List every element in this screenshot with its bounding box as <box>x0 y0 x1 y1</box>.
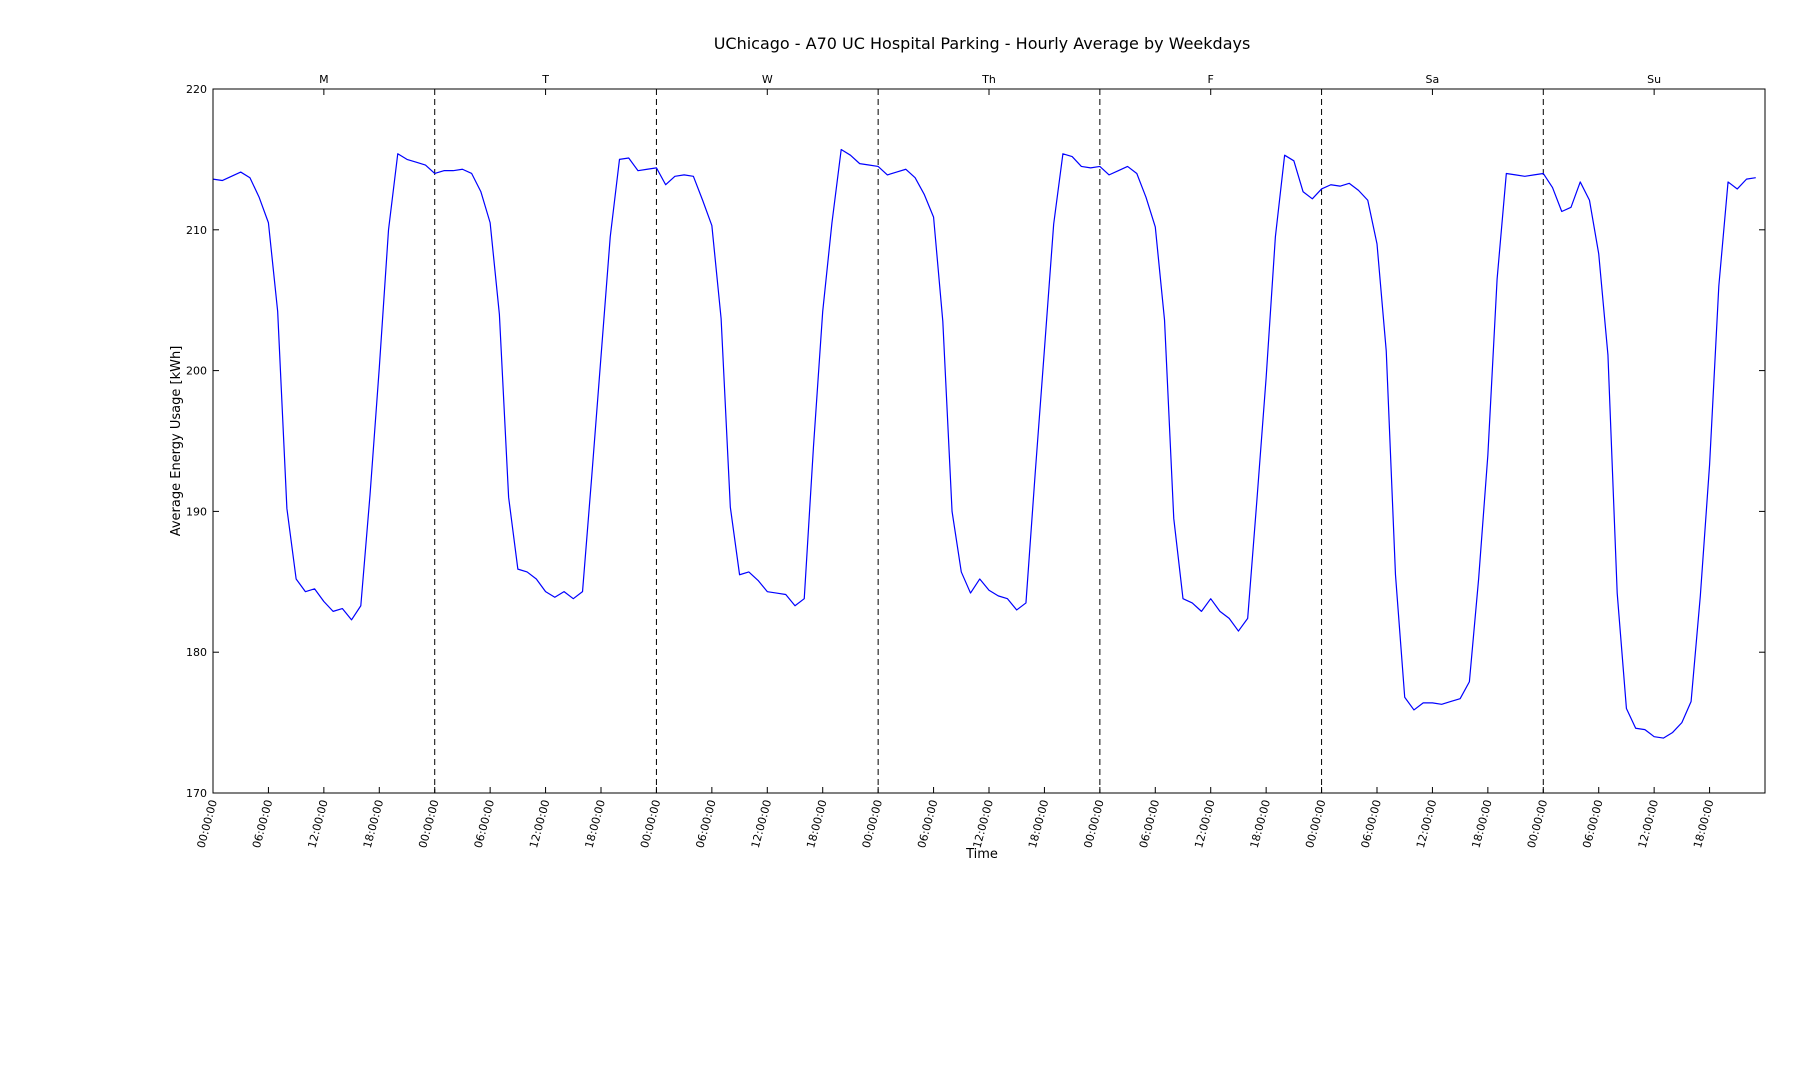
y-tick-label: 220 <box>186 83 207 96</box>
x-tick-label: 06:00:00 <box>250 798 275 849</box>
x-tick-label: 12:00:00 <box>971 798 996 849</box>
x-tick-label: 18:00:00 <box>1248 798 1273 849</box>
chart-marks: 170 180 190 200 210 220 00:00:00 06:00:00 12:00:… <box>186 73 1765 849</box>
x-tick-label: 06:00:00 <box>1580 798 1605 849</box>
x-tick-label: 00:00:00 <box>1081 798 1106 849</box>
x-tick-label: 00:00:00 <box>638 798 663 849</box>
plot-area-frame <box>212 88 1766 794</box>
y-tick-label: 180 <box>186 646 207 659</box>
x-tick-label: 12:00:00 <box>527 798 552 849</box>
x-tick-label: 00:00:00 <box>860 798 885 849</box>
day-label: T <box>541 73 549 86</box>
x-tick-label: 00:00:00 <box>1303 798 1328 849</box>
x-tick-label: 00:00:00 <box>195 798 220 849</box>
y-tick-label: 190 <box>186 505 207 518</box>
x-tick-label: 12:00:00 <box>1636 798 1661 849</box>
day-label: Th <box>981 73 996 86</box>
day-label: M <box>319 73 329 86</box>
y-tick-label: 170 <box>186 787 207 800</box>
x-tick-label: 12:00:00 <box>1192 798 1217 849</box>
x-tick-label: 18:00:00 <box>804 798 829 849</box>
day-label: F <box>1208 73 1214 86</box>
x-tick-label: 00:00:00 <box>416 798 441 849</box>
x-tick-label: 18:00:00 <box>361 798 386 849</box>
chart-title: UChicago - A70 UC Hospital Parking - Hou… <box>714 34 1251 53</box>
x-tick-label: 06:00:00 <box>1137 798 1162 849</box>
day-label: W <box>762 73 773 86</box>
x-tick-label: 12:00:00 <box>1414 798 1439 849</box>
x-axis-label: Time <box>965 847 998 862</box>
x-tick-label: 06:00:00 <box>472 798 497 849</box>
x-tick-label: 18:00:00 <box>1469 798 1494 849</box>
x-tick-label: 06:00:00 <box>915 798 940 849</box>
x-tick-label: 06:00:00 <box>1359 798 1384 849</box>
y-tick-label: 210 <box>186 224 207 237</box>
x-tick-label: 00:00:00 <box>1525 798 1550 849</box>
y-axis-label: Average Energy Usage [kWh] <box>169 346 184 537</box>
y-tick-label: 200 <box>186 365 207 378</box>
x-tick-label: 12:00:00 <box>749 798 774 849</box>
day-label: Sa <box>1426 73 1440 86</box>
series-line <box>212 148 1756 739</box>
x-tick-label: 18:00:00 <box>583 798 608 849</box>
day-label: Su <box>1647 73 1661 86</box>
x-tick-label: 06:00:00 <box>693 798 718 849</box>
x-tick-label: 12:00:00 <box>305 798 330 849</box>
x-tick-label: 18:00:00 <box>1026 798 1051 849</box>
x-tick-label: 18:00:00 <box>1691 798 1716 849</box>
